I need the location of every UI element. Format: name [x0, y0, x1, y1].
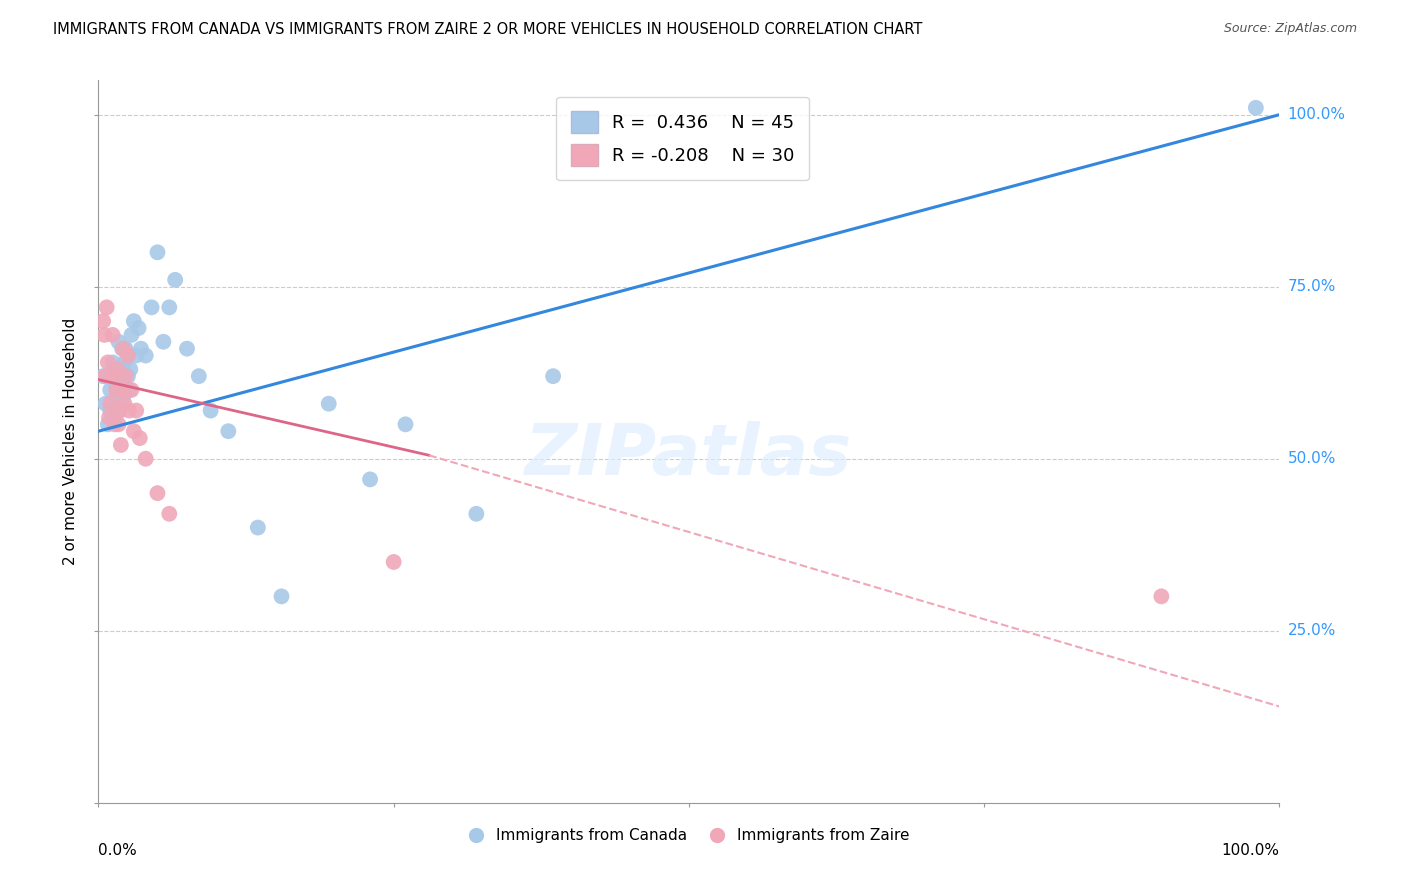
Text: IMMIGRANTS FROM CANADA VS IMMIGRANTS FROM ZAIRE 2 OR MORE VEHICLES IN HOUSEHOLD : IMMIGRANTS FROM CANADA VS IMMIGRANTS FRO… — [53, 22, 922, 37]
Point — [110, 438, 132, 452]
Text: 100.0%: 100.0% — [1222, 843, 1279, 857]
Point — [117, 349, 139, 363]
Point — [157, 301, 180, 315]
Text: 50.0%: 50.0% — [1288, 451, 1336, 467]
Point — [105, 362, 128, 376]
Point — [104, 376, 127, 390]
Point — [114, 369, 136, 384]
Point — [101, 327, 124, 342]
Point — [135, 451, 157, 466]
Point — [91, 314, 114, 328]
Text: 25.0%: 25.0% — [1288, 624, 1336, 639]
Point — [103, 410, 125, 425]
Point — [157, 507, 180, 521]
Point — [110, 376, 132, 390]
Point — [98, 410, 121, 425]
Point — [122, 424, 145, 438]
Point — [105, 383, 128, 397]
Point — [120, 362, 142, 376]
Text: 75.0%: 75.0% — [1288, 279, 1336, 294]
Point — [152, 334, 174, 349]
Point — [107, 417, 129, 432]
Point — [117, 349, 139, 363]
Point — [98, 397, 121, 411]
Point — [94, 397, 117, 411]
Point — [111, 362, 134, 376]
Point — [111, 342, 134, 356]
Point — [114, 342, 136, 356]
Point — [103, 369, 125, 384]
Point — [121, 327, 143, 342]
Point — [1150, 590, 1173, 604]
Point — [128, 321, 150, 335]
Point — [246, 520, 269, 534]
Point — [217, 424, 239, 438]
Legend: Immigrants from Canada, Immigrants from Zaire: Immigrants from Canada, Immigrants from … — [463, 822, 915, 849]
Point — [94, 369, 117, 384]
Text: ZIPatlas: ZIPatlas — [526, 422, 852, 491]
Text: 100.0%: 100.0% — [1288, 107, 1346, 122]
Point — [112, 397, 135, 411]
Point — [112, 342, 135, 356]
Point — [98, 403, 121, 417]
Point — [128, 431, 150, 445]
Point — [98, 383, 121, 397]
Point — [97, 417, 120, 432]
Point — [118, 403, 141, 417]
Point — [129, 342, 152, 356]
Point — [465, 507, 488, 521]
Point — [105, 390, 128, 404]
Point — [125, 349, 148, 363]
Text: Source: ZipAtlas.com: Source: ZipAtlas.com — [1223, 22, 1357, 36]
Point — [118, 383, 141, 397]
Point — [1244, 101, 1267, 115]
Point — [122, 314, 145, 328]
Point — [165, 273, 187, 287]
Point — [112, 355, 135, 369]
Y-axis label: 2 or more Vehicles in Household: 2 or more Vehicles in Household — [63, 318, 79, 566]
Text: 0.0%: 0.0% — [98, 843, 138, 857]
Point — [359, 472, 381, 486]
Point — [108, 403, 131, 417]
Point — [121, 383, 143, 397]
Point — [187, 369, 209, 384]
Point — [108, 403, 131, 417]
Point — [541, 369, 564, 384]
Point — [146, 245, 169, 260]
Point — [105, 362, 128, 376]
Point — [101, 355, 124, 369]
Point — [93, 327, 115, 342]
Point — [135, 349, 157, 363]
Point — [270, 590, 292, 604]
Point — [318, 397, 340, 411]
Point — [117, 369, 139, 384]
Point — [146, 486, 169, 500]
Point — [200, 403, 222, 417]
Point — [91, 369, 114, 384]
Point — [112, 390, 135, 404]
Point — [111, 383, 134, 397]
Point — [141, 301, 163, 315]
Point — [382, 555, 405, 569]
Point — [97, 355, 120, 369]
Point — [96, 301, 118, 315]
Point — [107, 334, 129, 349]
Point — [394, 417, 416, 432]
Point — [104, 417, 127, 432]
Point — [125, 403, 148, 417]
Point — [176, 342, 198, 356]
